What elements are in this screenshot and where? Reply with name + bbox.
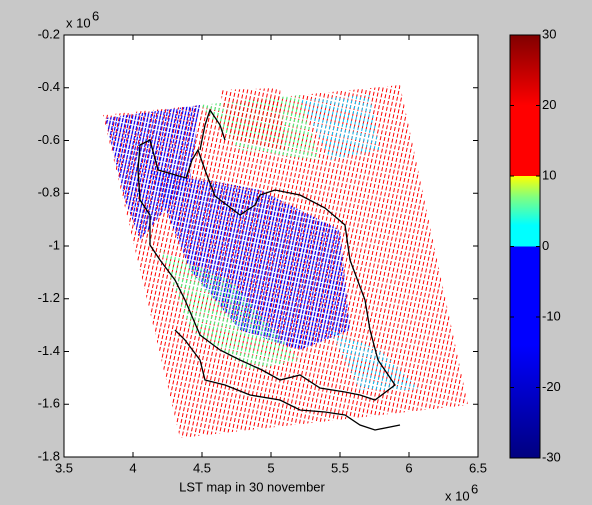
x-tick-label: 5 xyxy=(267,460,274,475)
y-tick-label: -0.4 xyxy=(38,79,60,94)
colorbar-tick-label: -30 xyxy=(542,449,561,464)
colorbar-tick-label: 10 xyxy=(542,167,556,182)
y-multiplier-power: 6 xyxy=(92,8,99,23)
y-tick-label: -1.6 xyxy=(38,396,60,411)
y-tick-label: -0.6 xyxy=(38,132,60,147)
coast-line xyxy=(174,329,401,431)
y-tick-label: -1.4 xyxy=(38,343,60,358)
colorbar xyxy=(509,34,541,459)
lst-swath xyxy=(103,85,468,438)
x-tick-label: 6 xyxy=(405,460,412,475)
country-border xyxy=(137,139,396,401)
colorbar-tick-label: 20 xyxy=(542,97,556,112)
caspian-line xyxy=(199,108,226,151)
y-tick-label: -0.8 xyxy=(38,185,60,200)
x-tick-label: 5.5 xyxy=(331,460,349,475)
y-tick-label: -1 xyxy=(48,237,60,252)
y-tick-label: -0.2 xyxy=(38,26,60,41)
x-multiplier: x 10 xyxy=(445,488,470,503)
x-tick-label: 4.5 xyxy=(193,460,211,475)
x-multiplier-power: 6 xyxy=(471,481,478,496)
y-tick-label: -1.2 xyxy=(38,290,60,305)
colorbar-tick-label: 0 xyxy=(542,238,549,253)
y-multiplier: x 10 xyxy=(66,15,91,30)
x-tick-label: 4 xyxy=(129,460,136,475)
colorbar-tick-label: -20 xyxy=(542,379,561,394)
x-axis-label: LST map in 30 november xyxy=(179,479,325,494)
colorbar-tick-label: 30 xyxy=(542,26,556,41)
x-tick-label: 6.5 xyxy=(469,460,487,475)
y-tick-label: -1.8 xyxy=(38,448,60,463)
colorbar-tick-label: -10 xyxy=(542,308,561,323)
x-tick-label: 3.5 xyxy=(55,460,73,475)
